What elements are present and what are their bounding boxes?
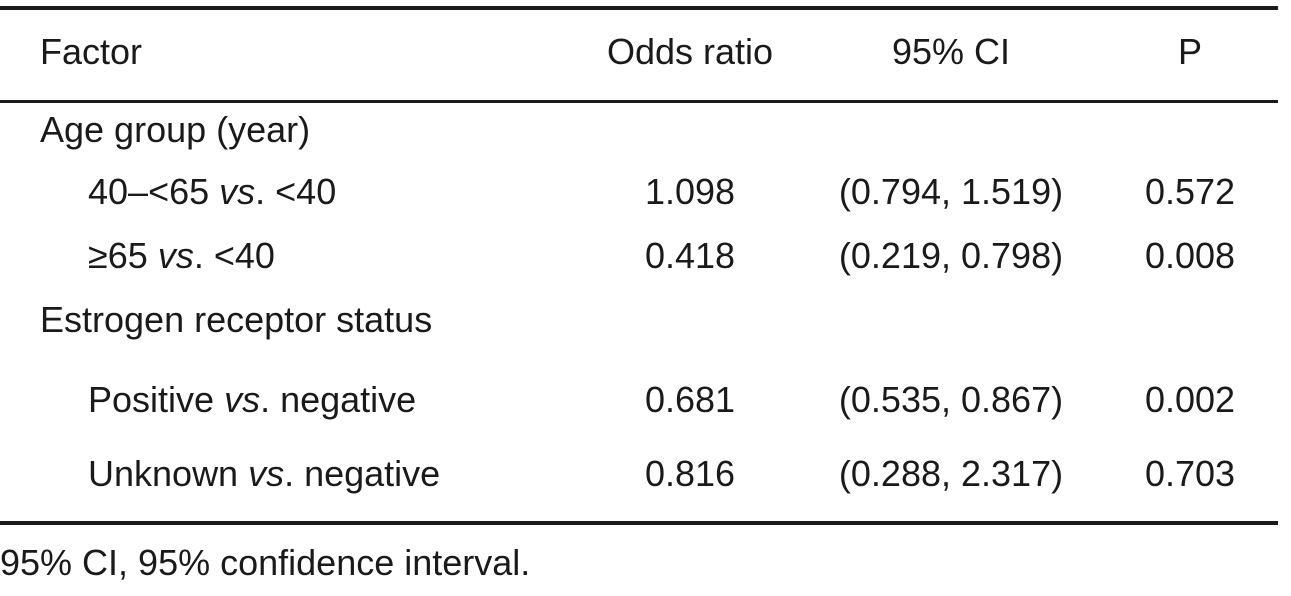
row-label-vs: vs xyxy=(224,379,261,420)
header-factor: Factor xyxy=(40,31,143,72)
row-label-right: . <40 xyxy=(193,235,275,276)
row-label-right: . negative xyxy=(284,453,441,494)
row-label: 40–<65 vs. <40 xyxy=(88,170,336,214)
group-label-age: Age group (year) xyxy=(40,109,311,150)
row-ci: (0.535, 0.867) xyxy=(838,379,1064,420)
row-odds-ratio: 0.681 xyxy=(644,379,736,420)
row-ci: (0.794, 1.519) xyxy=(838,171,1064,212)
row-label-right: . negative xyxy=(260,379,417,420)
header-p: P xyxy=(1177,31,1202,72)
header-ci: 95% CI xyxy=(891,31,1011,72)
row-ci: (0.288, 2.317) xyxy=(838,453,1064,494)
row-p: 0.008 xyxy=(1144,235,1236,276)
header-odds-ratio: Odds ratio xyxy=(606,31,774,72)
row-label: Unknown vs. negative xyxy=(88,452,440,496)
table-top-rule xyxy=(0,6,1278,10)
row-p: 0.002 xyxy=(1144,379,1236,420)
row-label-vs: vs xyxy=(248,453,285,494)
row-label-vs: vs xyxy=(219,171,256,212)
row-odds-ratio: 0.816 xyxy=(644,453,736,494)
row-p: 0.703 xyxy=(1144,453,1236,494)
row-odds-ratio: 0.418 xyxy=(644,235,736,276)
row-label-left: Positive xyxy=(88,379,225,420)
row-odds-ratio: 1.098 xyxy=(644,171,736,212)
row-label: Positive vs. negative xyxy=(88,378,416,422)
table-bottom-rule xyxy=(0,521,1278,525)
row-label-left: ≥65 xyxy=(88,235,158,276)
row-p: 0.572 xyxy=(1144,171,1236,212)
group-label-estrogen: Estrogen receptor status xyxy=(40,299,433,340)
row-ci: (0.219, 0.798) xyxy=(838,235,1064,276)
row-label-right: . <40 xyxy=(255,171,337,212)
table-header-rule xyxy=(0,100,1278,103)
row-label-left: Unknown xyxy=(88,453,249,494)
row-label-left: 40–<65 xyxy=(88,171,220,212)
row-label: ≥65 vs. <40 xyxy=(88,234,275,278)
table-footnote: 95% CI, 95% confidence interval. xyxy=(0,542,531,583)
row-label-vs: vs xyxy=(157,235,194,276)
